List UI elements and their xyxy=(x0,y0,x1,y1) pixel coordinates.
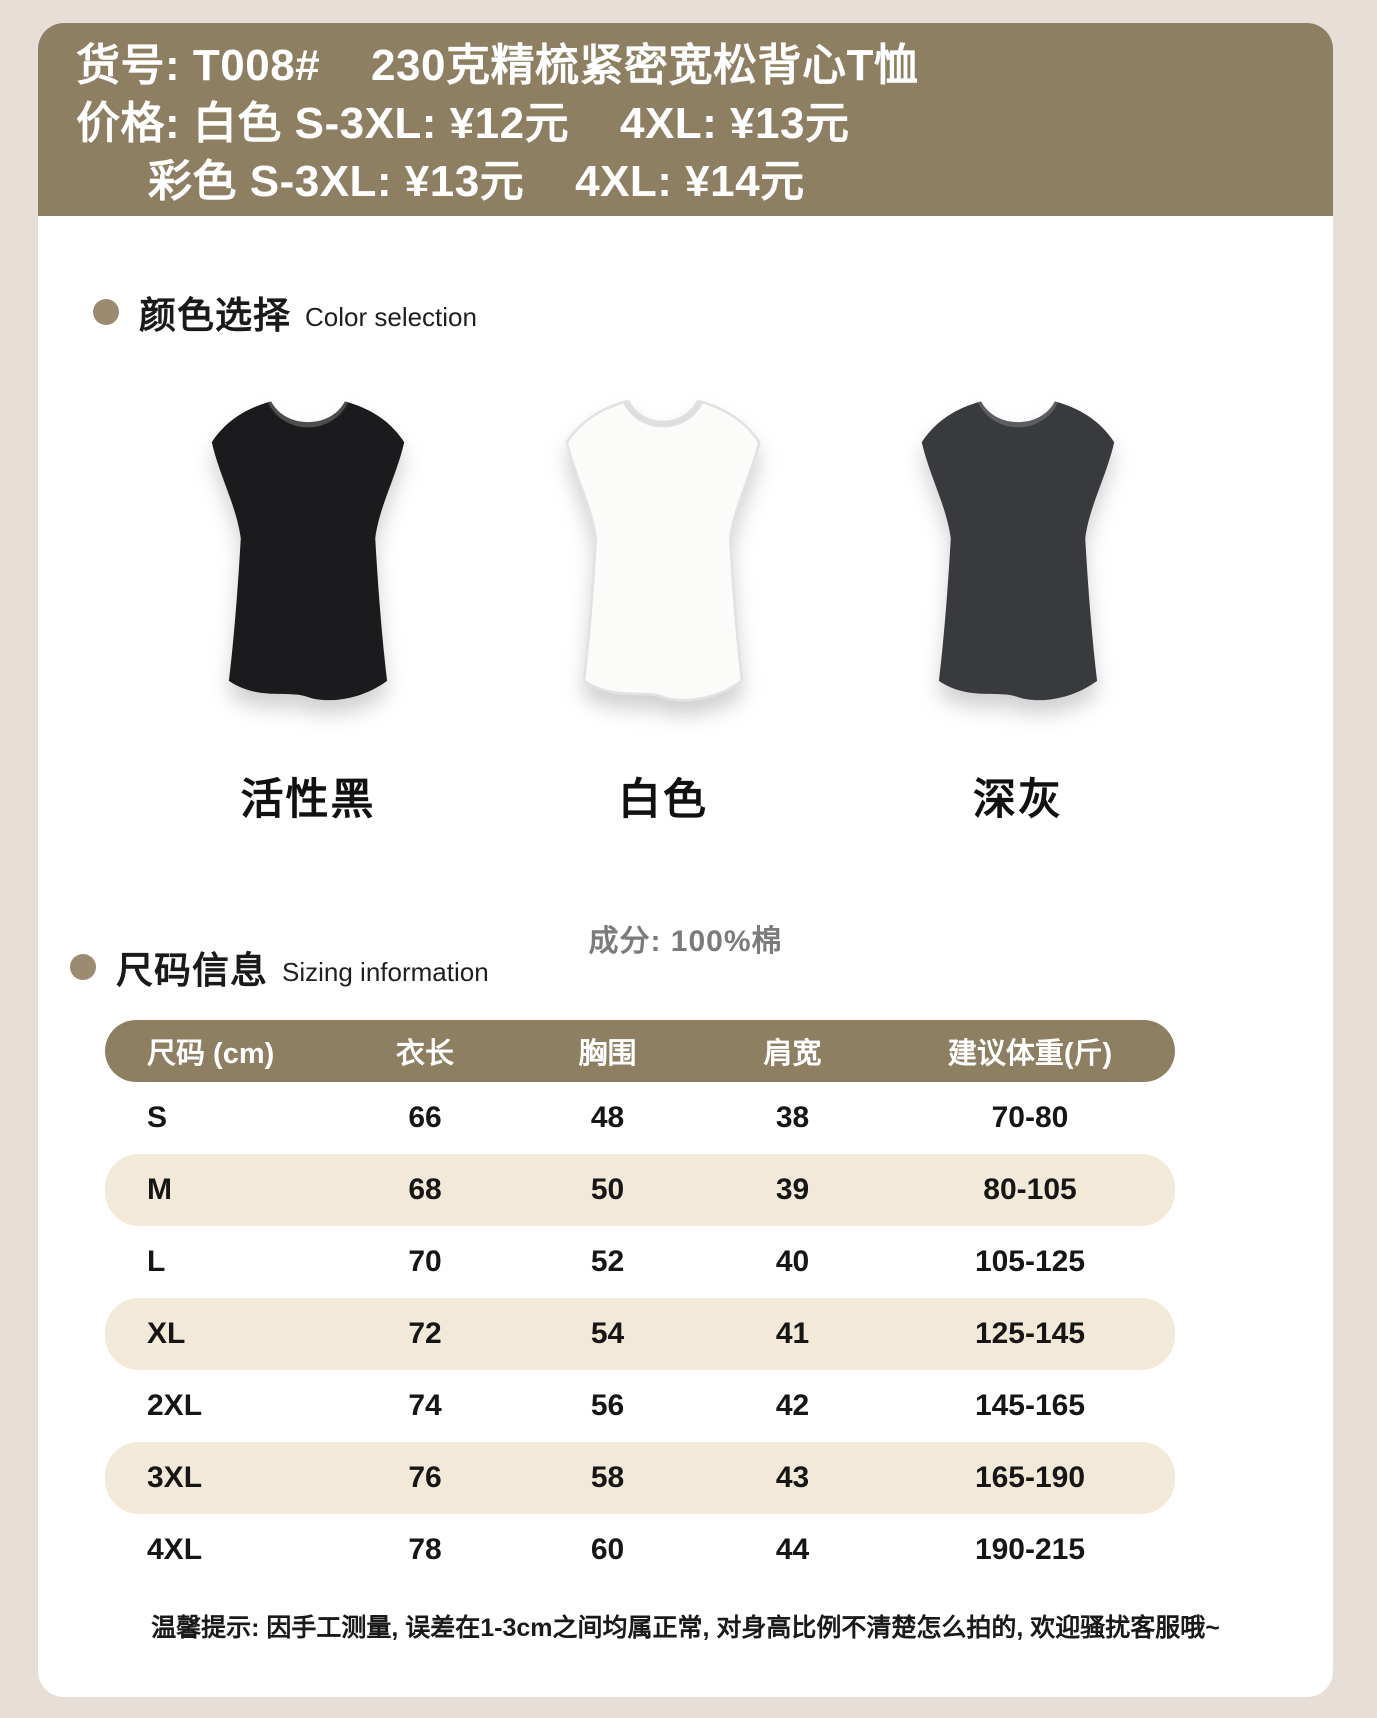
color-section-title-en: Color selection xyxy=(305,301,477,332)
size-table-body: S 66 48 38 70-80 M 68 50 39 80-105 L 70 52 40 105-125 X… xyxy=(105,1082,1175,1586)
tank-top-image xyxy=(211,399,405,701)
size-table-cell: 56 xyxy=(590,1389,625,1422)
size-table-cell: 54 xyxy=(590,1317,625,1350)
size-table-row: M 68 50 39 80-105 xyxy=(105,1154,1175,1226)
size-table-cell: 42 xyxy=(775,1389,810,1422)
price-line-white: 价格: 白色 S-3XL: ¥12元 4XL: ¥13元 xyxy=(76,99,850,148)
bullet-icon xyxy=(93,299,119,325)
price-header: 货号: T008# 230克精梳紧密宽松背心T恤 价格: 白色 S-3XL: ¥… xyxy=(38,23,1333,216)
size-table-cell: 39 xyxy=(775,1173,810,1206)
size-table-cell: XL xyxy=(147,1317,186,1350)
color-label: 活性黑 xyxy=(240,776,376,824)
size-table-cell: 125-145 xyxy=(974,1317,1086,1350)
size-table-header-cell: 尺码 (cm) xyxy=(147,1038,275,1070)
size-table-cell: 50 xyxy=(590,1173,625,1206)
bullet-icon xyxy=(70,954,96,980)
tank-top-image xyxy=(565,399,761,702)
size-table-cell: S xyxy=(147,1101,168,1134)
size-table-cell: 80-105 xyxy=(983,1173,1077,1206)
size-table-cell: 145-165 xyxy=(974,1389,1086,1422)
size-table-cell: 70-80 xyxy=(991,1101,1069,1134)
size-table-row: L 70 52 40 105-125 xyxy=(105,1226,1175,1298)
size-table-cell: L xyxy=(147,1245,166,1278)
size-table-row: 2XL 74 56 42 145-165 xyxy=(105,1370,1175,1442)
size-table-cell: 60 xyxy=(590,1533,625,1566)
size-table-header-cell: 衣长 xyxy=(395,1038,454,1070)
color-section-title-zh: 颜色选择 xyxy=(139,295,291,336)
size-table-cell: 44 xyxy=(775,1533,810,1566)
size-table-cell: 105-125 xyxy=(974,1245,1086,1278)
size-table-cell: 74 xyxy=(408,1389,442,1422)
size-table-cell: 76 xyxy=(408,1461,442,1494)
color-label: 深灰 xyxy=(973,776,1063,824)
size-table-row: XL 72 54 41 125-145 xyxy=(105,1298,1175,1370)
size-table-header-cell: 建议体重(斤) xyxy=(947,1038,1113,1070)
size-table-cell: 52 xyxy=(590,1245,625,1278)
sizing-section-title-zh: 尺码信息 xyxy=(116,950,268,991)
size-table-cell: 68 xyxy=(408,1173,442,1206)
sizing-section-title-en: Sizing information xyxy=(282,956,489,987)
product-code-line: 货号: T008# 230克精梳紧密宽松背心T恤 xyxy=(76,41,919,90)
size-table-cell: 43 xyxy=(775,1461,810,1494)
size-table-cell: M xyxy=(147,1173,172,1206)
size-table-row: 4XL 78 60 44 190-215 xyxy=(105,1514,1175,1586)
color-label: 白色 xyxy=(618,776,708,824)
size-table-cell: 190-215 xyxy=(974,1533,1086,1566)
size-table-cell: 38 xyxy=(775,1101,810,1134)
size-table-cell: 2XL xyxy=(147,1389,203,1422)
size-table-cell: 70 xyxy=(408,1245,442,1278)
sizing-section-title: 尺码信息 Sizing information xyxy=(70,940,489,994)
size-table-header-cell: 胸围 xyxy=(578,1038,637,1070)
price-line-color: 彩色 S-3XL: ¥13元 4XL: ¥14元 xyxy=(148,157,805,206)
size-table: 尺码 (cm) 衣长 胸围 肩宽 建议体重(斤) S 66 48 38 70-80 M 68 50 39… xyxy=(105,1020,1175,1586)
size-table-row: 3XL 76 58 43 165-190 xyxy=(105,1442,1175,1514)
size-table-cell: 66 xyxy=(408,1101,442,1134)
color-option: 白色 xyxy=(513,373,813,827)
size-table-cell: 78 xyxy=(408,1533,442,1566)
color-option: 深灰 xyxy=(868,373,1168,827)
size-table-cell: 72 xyxy=(408,1317,442,1350)
size-table-header: 尺码 (cm) 衣长 胸围 肩宽 建议体重(斤) xyxy=(105,1020,1175,1082)
color-option: 活性黑 xyxy=(158,373,458,827)
size-table-cell: 40 xyxy=(775,1245,810,1278)
size-table-cell: 58 xyxy=(590,1461,625,1494)
size-table-cell: 48 xyxy=(590,1101,625,1134)
size-table-header-cell: 肩宽 xyxy=(763,1038,822,1070)
footer-note: 温馨提示: 因手工测量, 误差在1-3cm之间均属正常, 对身高比例不清楚怎么拍… xyxy=(151,1614,1220,1642)
product-card: 货号: T008# 230克精梳紧密宽松背心T恤 价格: 白色 S-3XL: ¥… xyxy=(38,23,1333,1697)
color-options-row: 活性黑 白色 深灰 xyxy=(158,373,1168,827)
size-table-cell: 3XL xyxy=(147,1461,203,1494)
size-table-cell: 4XL xyxy=(147,1533,203,1566)
composition-text: 成分: 100%棉 xyxy=(588,925,783,958)
size-table-row: S 66 48 38 70-80 xyxy=(105,1082,1175,1154)
color-section-title: 颜色选择 Color selection xyxy=(93,285,477,339)
tank-top-image xyxy=(921,399,1115,701)
size-table-cell: 165-190 xyxy=(974,1461,1086,1494)
size-table-cell: 41 xyxy=(775,1317,810,1350)
